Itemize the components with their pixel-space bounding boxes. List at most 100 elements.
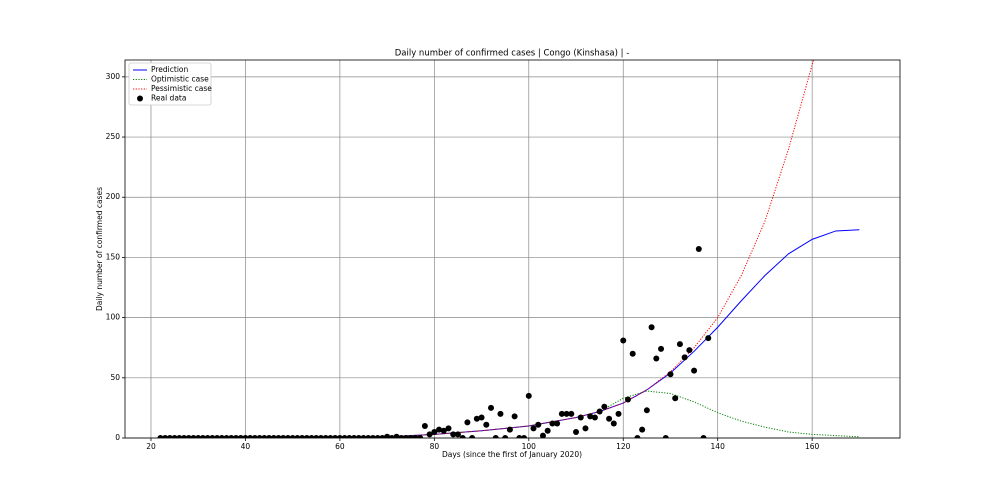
data-point	[384, 433, 391, 438]
data-point	[412, 435, 419, 438]
data-point	[166, 435, 173, 438]
data-point	[369, 435, 376, 438]
data-point	[313, 435, 320, 438]
data-point	[232, 435, 239, 438]
data-point	[695, 246, 702, 252]
data-point	[247, 435, 254, 438]
data-point	[317, 435, 324, 438]
y-tick-label: 50	[110, 373, 120, 382]
data-point	[573, 428, 580, 435]
legend-label: Real data	[151, 94, 186, 103]
data-point	[563, 410, 570, 417]
data-point	[454, 431, 461, 438]
data-point	[204, 435, 211, 438]
data-point	[544, 427, 551, 434]
data-point	[346, 435, 353, 438]
data-point	[365, 435, 372, 438]
data-point	[676, 341, 683, 348]
data-point	[691, 367, 698, 374]
legend-label: Pessimistic case	[151, 84, 212, 93]
data-point	[643, 407, 650, 414]
y-tick-label: 100	[106, 313, 121, 322]
data-point	[214, 435, 221, 438]
data-point	[535, 421, 542, 428]
legend-marker	[137, 95, 143, 102]
data-point	[190, 435, 197, 438]
data-point	[658, 345, 665, 352]
data-point	[351, 435, 358, 438]
x-tick-label: 80	[430, 442, 440, 451]
data-point	[554, 420, 561, 427]
data-point	[615, 410, 622, 417]
data-point	[591, 414, 598, 421]
data-point	[242, 435, 249, 438]
data-point	[299, 435, 306, 438]
data-point	[341, 435, 348, 438]
data-point	[686, 347, 693, 354]
data-point	[294, 435, 301, 438]
data-point	[436, 426, 443, 433]
data-point	[261, 435, 268, 438]
x-tick-label: 20	[146, 442, 156, 451]
data-point	[275, 435, 282, 438]
x-tick-label: 160	[805, 442, 820, 451]
data-point	[521, 435, 528, 438]
x-tick-label: 60	[335, 442, 345, 451]
data-point	[488, 404, 495, 411]
data-point	[549, 420, 556, 427]
data-point	[634, 435, 641, 438]
data-point	[440, 427, 447, 434]
data-point	[407, 435, 414, 438]
data-point	[388, 435, 395, 438]
data-point	[421, 422, 428, 429]
data-point	[596, 408, 603, 415]
y-tick-label: 250	[106, 132, 121, 141]
data-point	[171, 435, 178, 438]
data-point	[492, 435, 499, 438]
data-point	[256, 435, 263, 438]
data-point	[162, 435, 169, 438]
data-point	[700, 435, 707, 438]
data-point	[705, 335, 712, 342]
data-point	[157, 435, 164, 438]
data-point	[624, 396, 631, 403]
y-tick-label: 150	[106, 252, 121, 261]
data-point	[181, 435, 188, 438]
data-point	[280, 435, 287, 438]
series-line	[160, 60, 815, 438]
data-point	[322, 435, 329, 438]
y-axis-label: Daily number of confirmed cases	[95, 187, 104, 311]
data-point	[228, 435, 235, 438]
data-point	[360, 435, 367, 438]
data-point	[502, 435, 509, 438]
data-point	[199, 435, 206, 438]
data-point	[511, 413, 518, 420]
plot-area	[157, 60, 860, 438]
data-point	[195, 435, 202, 438]
data-point	[450, 431, 457, 438]
data-point	[478, 414, 485, 421]
data-point	[568, 410, 575, 417]
x-tick-label: 100	[522, 442, 537, 451]
data-point	[601, 403, 608, 410]
data-point	[209, 435, 216, 438]
data-point	[417, 435, 424, 438]
data-point	[270, 435, 277, 438]
data-point	[431, 428, 438, 435]
data-point	[506, 426, 513, 433]
y-tick-label: 0	[115, 433, 120, 442]
data-point	[266, 435, 273, 438]
data-point	[426, 431, 433, 438]
data-point	[648, 324, 655, 331]
data-point	[587, 413, 594, 420]
plot-frame	[124, 59, 901, 439]
legend-box	[128, 62, 212, 106]
data-point	[539, 432, 546, 438]
data-point	[473, 415, 480, 422]
data-point	[667, 371, 674, 378]
data-point	[403, 435, 410, 438]
data-point	[530, 425, 537, 432]
series-line	[160, 390, 860, 438]
data-point	[516, 435, 523, 438]
